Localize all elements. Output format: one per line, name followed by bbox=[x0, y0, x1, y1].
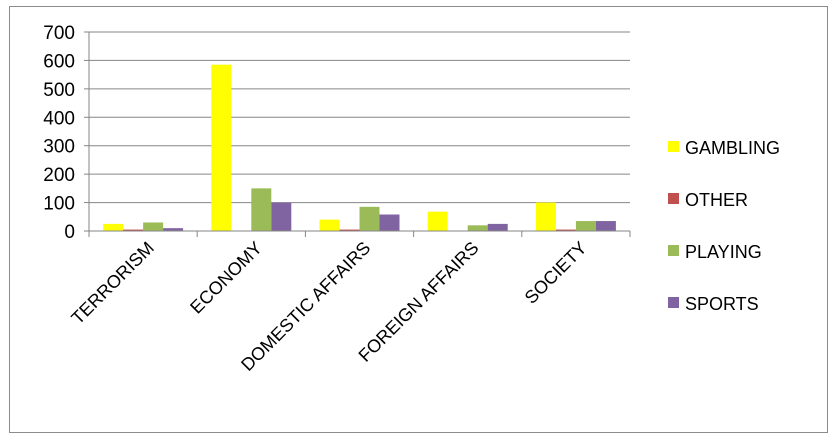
y-tick-label: 100 bbox=[43, 194, 75, 215]
legend-label: GAMBLING bbox=[685, 138, 780, 158]
category-label: SOCIETY bbox=[521, 238, 591, 308]
legend: GAMBLING OTHER PLAYING SPORTS bbox=[668, 138, 780, 314]
legend-swatch bbox=[668, 245, 679, 256]
bar-other-domestic-affairs bbox=[339, 229, 360, 231]
y-tick-label: 300 bbox=[43, 137, 75, 158]
bar-gambling-foreign-affairs bbox=[427, 211, 448, 231]
bar-playing-domestic-affairs bbox=[359, 206, 380, 231]
category-label: ECONOMY bbox=[186, 238, 266, 318]
y-tick-label: 700 bbox=[43, 23, 75, 44]
y-tick-label: 400 bbox=[43, 108, 75, 129]
category-label: FOREIGN AFFAIRS bbox=[355, 238, 483, 366]
y-tick-label: 600 bbox=[43, 51, 75, 72]
bar-playing-society bbox=[575, 221, 596, 231]
chart-frame bbox=[9, 6, 828, 433]
bar-playing-terrorism bbox=[143, 222, 164, 231]
y-axis-tick-labels: 0 100 200 300 400 500 600 700 bbox=[43, 23, 75, 243]
legend-label: OTHER bbox=[685, 190, 748, 210]
bar-playing-economy bbox=[251, 188, 272, 231]
legend-label: PLAYING bbox=[685, 242, 762, 262]
legend-label: SPORTS bbox=[685, 294, 759, 314]
bar-sports-domestic-affairs bbox=[379, 214, 400, 231]
bar-sports-society bbox=[595, 221, 616, 231]
legend-swatch bbox=[668, 141, 679, 152]
gridlines bbox=[89, 31, 630, 204]
bar-gambling-economy bbox=[211, 64, 232, 231]
bar-gambling-domestic-affairs bbox=[319, 219, 340, 231]
y-tick-label: 500 bbox=[43, 80, 75, 101]
bar-gambling-terrorism bbox=[103, 223, 124, 231]
legend-swatch bbox=[668, 193, 679, 204]
y-tick-label: 200 bbox=[43, 165, 75, 186]
bar-sports-economy bbox=[271, 202, 292, 231]
bar-gambling-society bbox=[535, 202, 556, 231]
bars bbox=[103, 64, 616, 231]
category-label: TERRORISM bbox=[67, 238, 158, 329]
axes bbox=[84, 31, 631, 237]
y-tick-label: 0 bbox=[64, 222, 75, 243]
bar-playing-foreign-affairs bbox=[467, 225, 488, 231]
bar-sports-terrorism bbox=[163, 228, 184, 231]
bar-sports-foreign-affairs bbox=[487, 223, 508, 231]
legend-swatch bbox=[668, 297, 679, 308]
bar-other-terrorism bbox=[123, 229, 144, 231]
bar-other-society bbox=[555, 229, 576, 231]
